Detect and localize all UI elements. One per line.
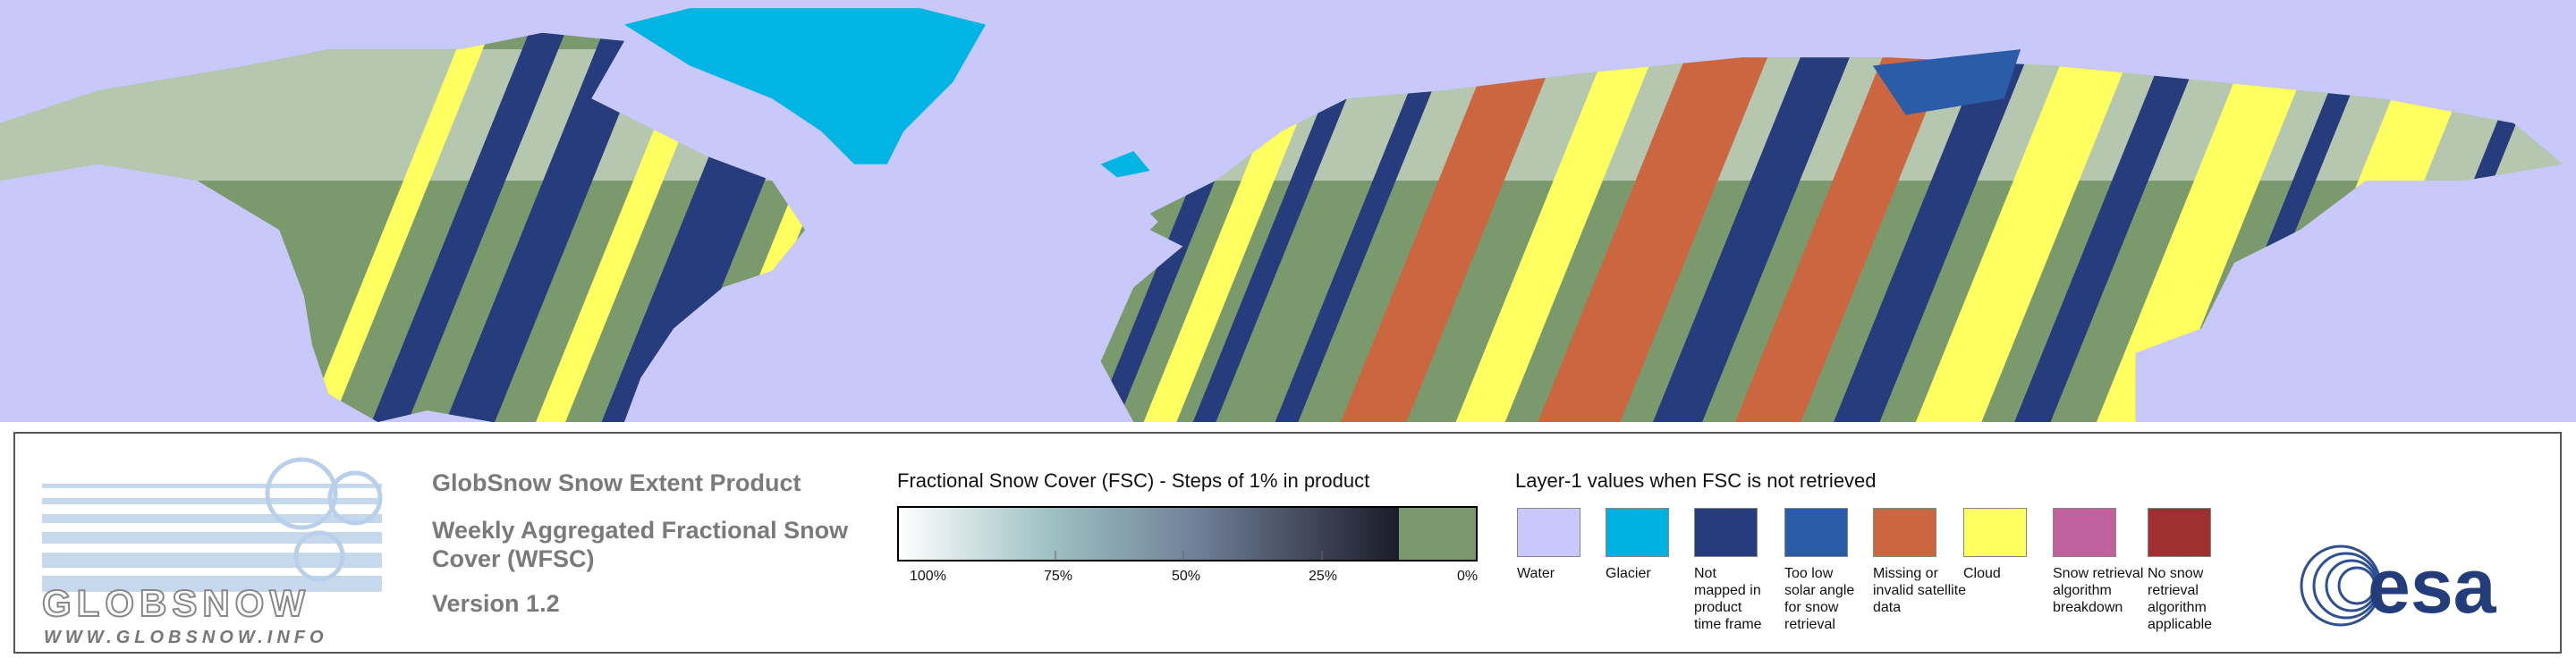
legend-label: Too low	[1784, 566, 1834, 581]
legend-label: Water	[1517, 566, 1555, 581]
version: Version 1.2	[432, 590, 560, 617]
globsnow-logo: GLOBSNOW WWW.GLOBSNOW.INFO	[41, 457, 383, 647]
legend-swatch	[1606, 508, 1669, 557]
legend-label: time frame	[1694, 617, 1762, 632]
fsc-tick-label: 25%	[1309, 569, 1338, 584]
legend-label: retrieval	[1784, 617, 1835, 632]
fsc-tick-label: 75%	[1044, 569, 1073, 584]
legend-label: Glacier	[1606, 566, 1651, 581]
legend-swatch	[1963, 508, 2027, 557]
legend-swatch	[2148, 508, 2211, 557]
legend-label: No snow	[2148, 566, 2204, 581]
legend-label: applicable	[2148, 617, 2213, 632]
legend-swatch	[1517, 508, 1580, 557]
globsnow-wordmark: GLOBSNOW	[42, 582, 310, 624]
legend-label: Not	[1694, 566, 1716, 581]
legend-label: mapped in	[1694, 583, 1761, 598]
fsc-tick-label: 0%	[1457, 569, 1479, 584]
legend-swatch	[1873, 508, 1936, 557]
legend-label: algorithm	[2148, 600, 2207, 615]
product-subtitle: Weekly Aggregated Fractional Snow	[432, 517, 849, 544]
legend-label: solar angle	[1784, 583, 1855, 598]
legend-label: Missing or	[1873, 566, 1938, 581]
esa-wordmark: esa	[2368, 544, 2497, 629]
legend-swatch	[2053, 508, 2116, 557]
legend-label: for snow	[1784, 600, 1839, 615]
esa-logo: esa	[2300, 544, 2497, 629]
globsnow-url: WWW.GLOBSNOW.INFO	[44, 628, 328, 647]
legend-label: data	[1873, 600, 1902, 615]
fsc-colorbar	[897, 506, 1478, 561]
legend-label: Cloud	[1963, 566, 2001, 581]
legend-panel: GLOBSNOW WWW.GLOBSNOW.INFO GlobSnow Snow…	[13, 432, 2562, 654]
fsc-tick-label: 50%	[1172, 569, 1201, 584]
legend-swatch	[1694, 508, 1758, 557]
legend-label: breakdown	[2053, 600, 2123, 615]
legend-label: product	[1694, 600, 1742, 615]
legend-label: Snow retrieval	[2053, 566, 2144, 581]
product-subtitle: Cover (WFSC)	[432, 545, 595, 572]
fsc-title: Fractional Snow Cover (FSC) - Steps of 1…	[897, 469, 1370, 492]
product-title: GlobSnow Snow Extent Product	[432, 469, 801, 496]
legend-label: invalid satellite	[1873, 583, 1967, 598]
legend-label: algorithm	[2053, 583, 2112, 598]
snow-map	[0, 0, 2576, 422]
layer1-title: Layer-1 values when FSC is not retrieved	[1515, 469, 1877, 492]
legend-swatch	[1784, 508, 1848, 557]
legend-label: retrieval	[2148, 583, 2199, 598]
fsc-tick-label: 100%	[910, 569, 946, 584]
